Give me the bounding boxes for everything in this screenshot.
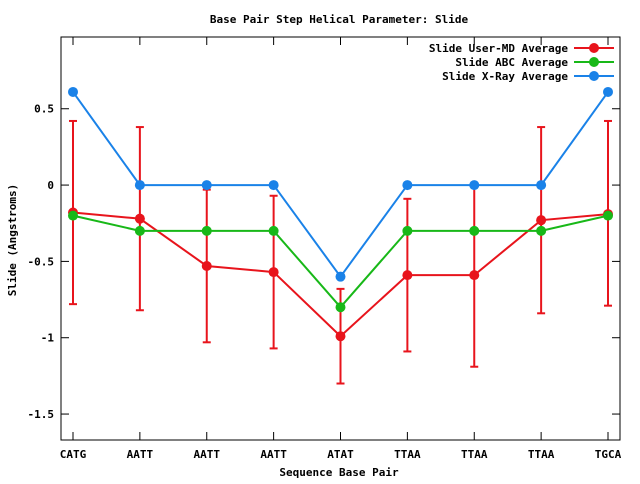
y-tick-label: -1 [41, 332, 55, 345]
data-point [68, 210, 78, 221]
x-tick-label: AATT [194, 448, 221, 461]
data-point [536, 180, 547, 191]
legend-swatch-marker [589, 57, 599, 67]
data-point [134, 213, 145, 224]
x-tick-label: TTAA [394, 448, 421, 461]
y-tick-label: -1.5 [28, 408, 55, 421]
data-point [268, 225, 279, 236]
data-point [201, 260, 212, 271]
legend-swatch-marker [589, 43, 599, 53]
y-axis-title: Slide (Angstroms) [6, 184, 19, 297]
data-point [469, 180, 480, 191]
legend-swatch-marker [589, 71, 599, 81]
x-tick-label: CATG [60, 448, 87, 461]
data-point [134, 180, 145, 191]
series-1 [68, 210, 613, 313]
data-point [469, 270, 480, 281]
data-point [536, 225, 547, 236]
plot-area: 0.5 0 -0.5 -1 -1.5 CATG AATT AATT AATT ATAT TTAA TT… [28, 36, 622, 461]
chart-title: Base Pair Step Helical Parameter: Slide [210, 13, 469, 26]
data-point [603, 210, 613, 221]
legend-entry: Slide X-Ray Average [442, 70, 614, 83]
series-0 [68, 207, 613, 342]
data-point [402, 225, 413, 236]
legend-label: Slide ABC Average [455, 56, 568, 69]
data-point [201, 180, 212, 191]
data-point [134, 225, 145, 236]
y-tick-label: -0.5 [28, 255, 55, 268]
legend-entry: Slide ABC Average [455, 56, 614, 69]
x-tick-label: TTAA [528, 448, 555, 461]
y-tick-label: 0.5 [34, 103, 54, 116]
data-point [335, 271, 346, 282]
x-tick-label: AATT [127, 448, 154, 461]
data-point [536, 215, 547, 226]
x-tick-label: TGCA [595, 448, 622, 461]
legend-entry: Slide User-MD Average [429, 42, 614, 55]
data-point [402, 180, 413, 191]
data-point [335, 331, 346, 342]
data-point [402, 270, 413, 281]
x-axis-title: Sequence Base Pair [279, 466, 399, 479]
data-point [268, 267, 279, 278]
series-2 [68, 86, 613, 282]
series-line [72, 91, 609, 279]
legend-label: Slide X-Ray Average [442, 70, 568, 83]
y-tick-label: 0 [47, 179, 54, 192]
data-point [469, 225, 480, 236]
legend-label: Slide User-MD Average [429, 42, 568, 55]
data-point [201, 225, 212, 236]
error-bars-0 [69, 119, 612, 385]
data-point [268, 180, 279, 191]
x-tick-label: AATT [260, 448, 287, 461]
data-point [603, 86, 613, 97]
x-tick-label: TTAA [461, 448, 488, 461]
x-tick-label: ATAT [327, 448, 354, 461]
data-point [335, 302, 346, 313]
data-point [68, 86, 78, 97]
